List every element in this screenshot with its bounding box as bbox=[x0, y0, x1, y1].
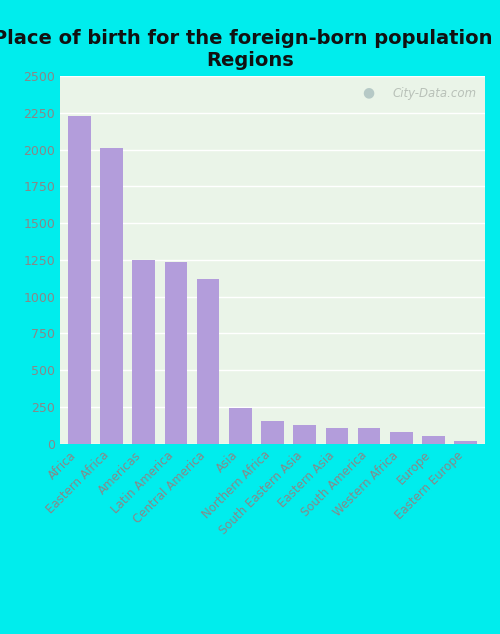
Bar bbox=[229, 408, 252, 444]
Text: ●: ● bbox=[362, 86, 374, 100]
Bar bbox=[261, 421, 284, 444]
Bar bbox=[422, 436, 445, 444]
Bar bbox=[164, 262, 187, 444]
Bar bbox=[100, 148, 123, 444]
Bar bbox=[454, 441, 477, 444]
Bar bbox=[358, 429, 380, 444]
Bar bbox=[68, 116, 90, 444]
Text: City-Data.com: City-Data.com bbox=[392, 87, 476, 100]
Bar bbox=[390, 432, 412, 444]
Text: Place of birth for the foreign-born population -
Regions: Place of birth for the foreign-born popu… bbox=[0, 29, 500, 70]
Bar bbox=[197, 279, 220, 444]
Bar bbox=[132, 260, 155, 444]
Bar bbox=[294, 425, 316, 444]
Bar bbox=[326, 429, 348, 444]
